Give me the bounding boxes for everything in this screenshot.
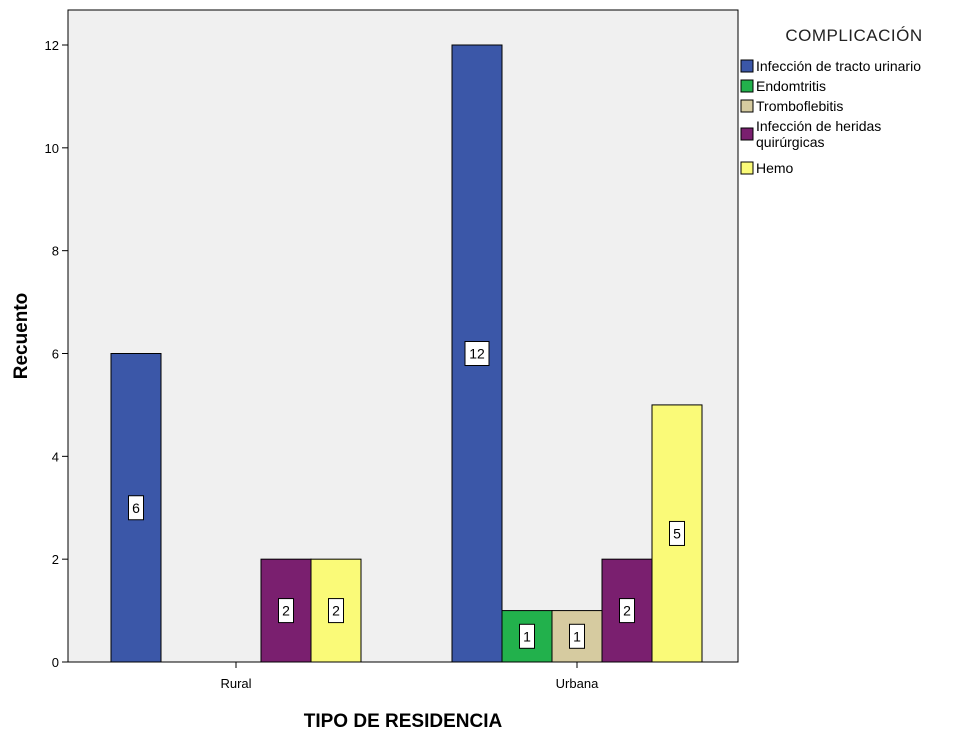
y-tick-label: 12 <box>45 38 59 53</box>
data-label: 5 <box>673 525 681 541</box>
data-label: 2 <box>623 603 631 619</box>
y-tick-label: 6 <box>52 347 59 362</box>
legend-label: Infección de tracto urinario <box>756 58 921 74</box>
legend-title: COMPLICACIÓN <box>785 26 922 45</box>
data-label: 6 <box>132 500 140 516</box>
data-label-box <box>278 598 294 624</box>
data-label-box <box>128 495 144 521</box>
y-axis-title: Recuento <box>11 293 32 380</box>
data-label: 1 <box>523 628 531 644</box>
legend-swatch <box>740 161 754 175</box>
data-label-box <box>669 520 685 546</box>
y-tick-label: 10 <box>45 141 59 156</box>
legend-swatch <box>740 127 754 141</box>
plot-area <box>67 9 739 663</box>
legend-swatch <box>740 79 754 93</box>
x-axis: Rural Urbana <box>220 662 599 691</box>
data-label-box <box>519 623 535 649</box>
legend-label: Infección de heridas quirúrgicas <box>756 118 881 150</box>
x-tick-label: Urbana <box>556 676 599 691</box>
legend-swatch <box>740 99 754 113</box>
data-label: 2 <box>282 603 290 619</box>
data-label-box <box>464 341 490 366</box>
data-label: 2 <box>332 603 340 619</box>
data-label-box <box>619 598 635 624</box>
x-axis-title: TIPO DE RESIDENCIA <box>304 711 503 732</box>
y-tick-label: 0 <box>52 655 59 670</box>
data-label: 1 <box>573 628 581 644</box>
y-tick-label: 4 <box>52 449 59 464</box>
x-tick-label: Rural <box>220 676 251 691</box>
legend-swatch <box>740 59 754 73</box>
legend-label: Tromboflebitis <box>756 98 843 114</box>
y-tick-label: 2 <box>52 552 59 567</box>
y-axis: 0 2 4 6 8 10 12 <box>45 38 68 670</box>
data-label-box <box>569 623 585 649</box>
legend-label: Hemo <box>756 160 794 176</box>
legend-label: Endomtritis <box>756 78 826 94</box>
y-tick-label: 8 <box>52 244 59 259</box>
data-label-box <box>328 598 344 624</box>
legend: Infección de tracto urinario Endomtritis T… <box>740 58 921 176</box>
data-label: 12 <box>469 346 485 362</box>
